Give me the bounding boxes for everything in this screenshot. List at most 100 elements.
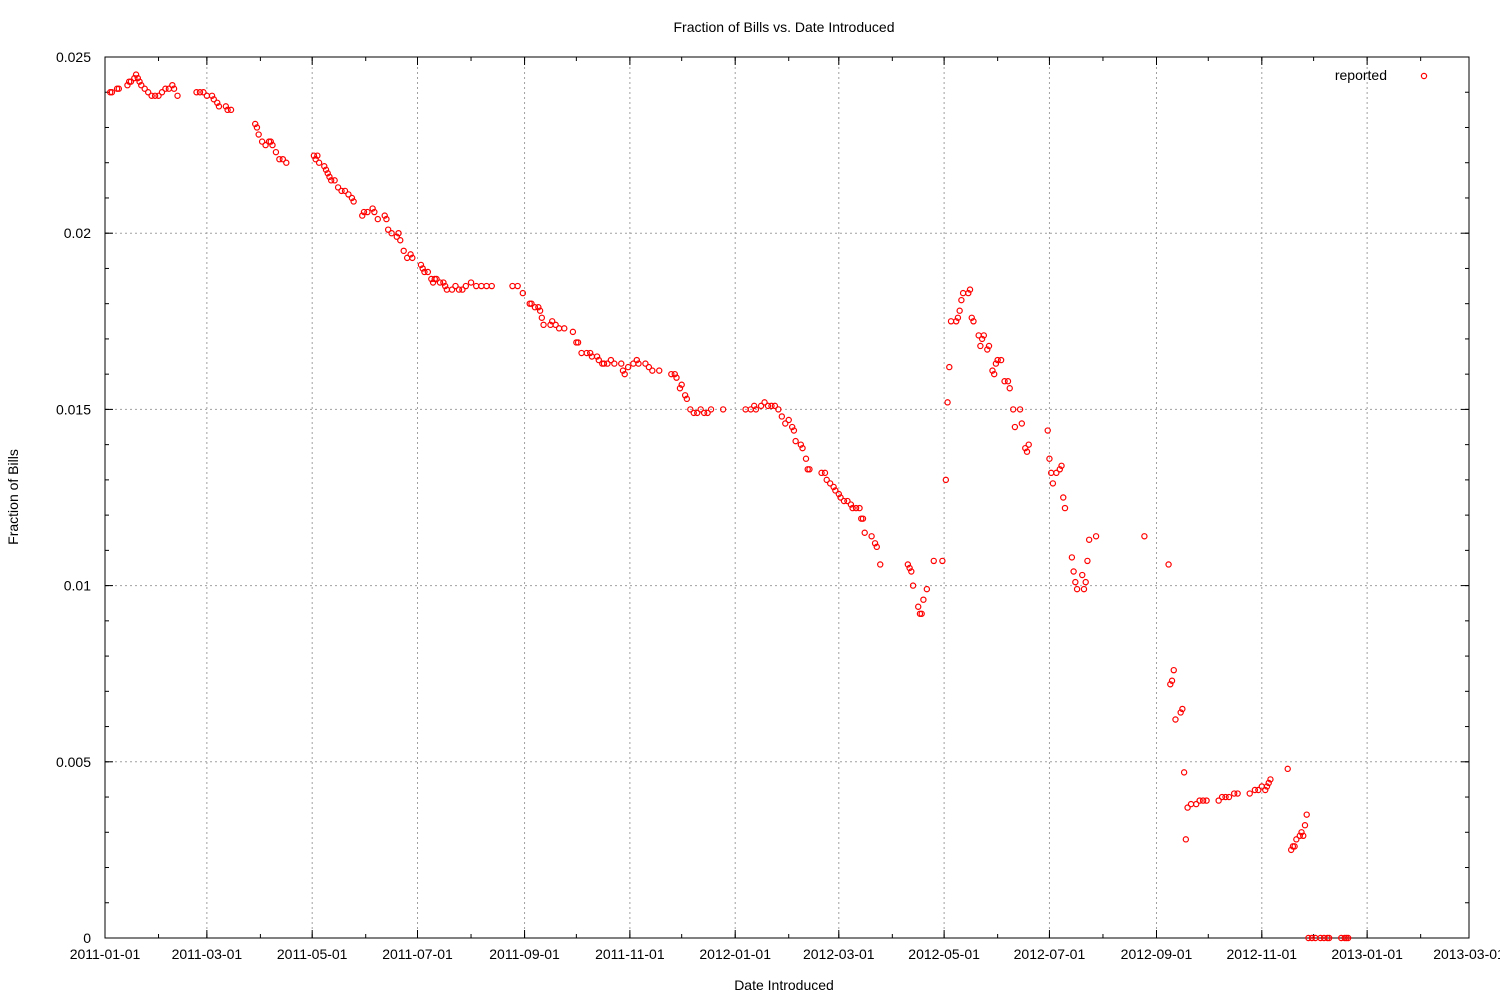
- data-point: [210, 96, 217, 103]
- data-point: [138, 81, 145, 89]
- data-point: [136, 78, 143, 85]
- data-point: [1049, 480, 1057, 487]
- data-point: [127, 78, 135, 85]
- data-point: [448, 286, 456, 293]
- data-point: [327, 177, 335, 184]
- data-point: [1080, 585, 1088, 593]
- data-point: [315, 159, 323, 166]
- data-point: [459, 286, 466, 293]
- data-point: [131, 74, 138, 82]
- data-point: [607, 356, 615, 364]
- data-point: [697, 406, 704, 413]
- chart-title: Fraction of Bills vs. Date Introduced: [674, 19, 895, 35]
- x-tick-label: 2011-01-01: [70, 946, 141, 962]
- data-point: [381, 212, 388, 219]
- data-point: [830, 483, 837, 491]
- data-point: [668, 370, 675, 378]
- data-point: [193, 89, 200, 96]
- data-point: [1056, 466, 1064, 473]
- data-point: [719, 406, 727, 413]
- data-points: [106, 71, 1352, 942]
- data-point: [761, 399, 768, 406]
- data-point: [700, 409, 708, 417]
- data-point: [1308, 934, 1316, 942]
- data-point: [350, 198, 357, 205]
- data-point: [832, 487, 839, 494]
- data-point: [528, 300, 535, 307]
- data-point: [683, 395, 691, 403]
- data-point: [421, 268, 428, 276]
- data-point: [1246, 790, 1253, 797]
- data-point: [424, 268, 432, 276]
- data-point: [1255, 786, 1262, 794]
- data-point: [1023, 448, 1031, 455]
- data-point: [1011, 423, 1019, 431]
- data-point: [821, 469, 829, 477]
- data-point: [400, 247, 407, 255]
- data-point: [671, 370, 678, 378]
- data-point: [1203, 797, 1210, 804]
- data-point: [1018, 420, 1026, 427]
- data-point: [417, 261, 425, 269]
- data-point: [985, 342, 993, 350]
- data-point: [312, 155, 319, 163]
- data-point: [224, 106, 231, 114]
- data-point: [324, 170, 331, 177]
- data-point: [1199, 797, 1207, 804]
- data-point: [540, 321, 547, 329]
- data-point: [148, 92, 155, 99]
- data-point: [429, 279, 437, 286]
- data-point: [227, 106, 235, 114]
- data-point: [359, 212, 366, 219]
- data-point: [215, 103, 223, 110]
- data-point: [873, 543, 880, 551]
- data-point: [322, 166, 330, 173]
- data-point: [956, 307, 963, 314]
- data-point: [923, 585, 931, 593]
- data-point: [977, 342, 984, 350]
- data-point: [859, 515, 867, 522]
- data-point: [633, 356, 640, 364]
- data-point: [1165, 561, 1172, 568]
- data-point: [1046, 455, 1053, 462]
- data-point: [676, 385, 684, 392]
- data-point: [341, 187, 349, 195]
- data-point: [1317, 934, 1324, 942]
- data-point: [1218, 793, 1226, 801]
- data-point: [214, 99, 221, 107]
- data-point: [1225, 793, 1233, 801]
- data-point: [778, 413, 786, 420]
- data-point: [750, 402, 758, 410]
- data-point: [1184, 804, 1191, 811]
- data-point: [440, 279, 447, 286]
- data-point: [946, 363, 953, 371]
- data-point: [909, 582, 917, 589]
- data-point: [930, 557, 937, 565]
- data-point: [1170, 666, 1177, 674]
- data-point: [764, 402, 772, 410]
- data-point: [141, 85, 148, 92]
- data-point: [1222, 793, 1229, 801]
- grid-lines: [105, 57, 1469, 938]
- data-point: [383, 215, 390, 223]
- data-point: [621, 370, 628, 378]
- data-point: [775, 406, 782, 413]
- data-point: [918, 610, 925, 617]
- data-point: [1172, 716, 1179, 723]
- data-point: [690, 409, 697, 417]
- data-point: [1301, 822, 1309, 829]
- data-point: [397, 237, 404, 244]
- x-tick-label: 2012-09-01: [1121, 946, 1193, 962]
- data-point: [944, 399, 951, 406]
- y-tick-label: 0.015: [56, 401, 91, 417]
- data-point: [1296, 832, 1303, 840]
- data-point: [978, 335, 986, 343]
- data-point: [619, 367, 627, 374]
- data-point: [548, 318, 556, 325]
- data-point: [1325, 934, 1333, 942]
- data-point: [134, 74, 142, 82]
- data-point: [966, 286, 974, 293]
- data-point: [1085, 536, 1093, 543]
- x-tick-label: 2012-03-01: [803, 946, 875, 962]
- data-point: [980, 332, 988, 339]
